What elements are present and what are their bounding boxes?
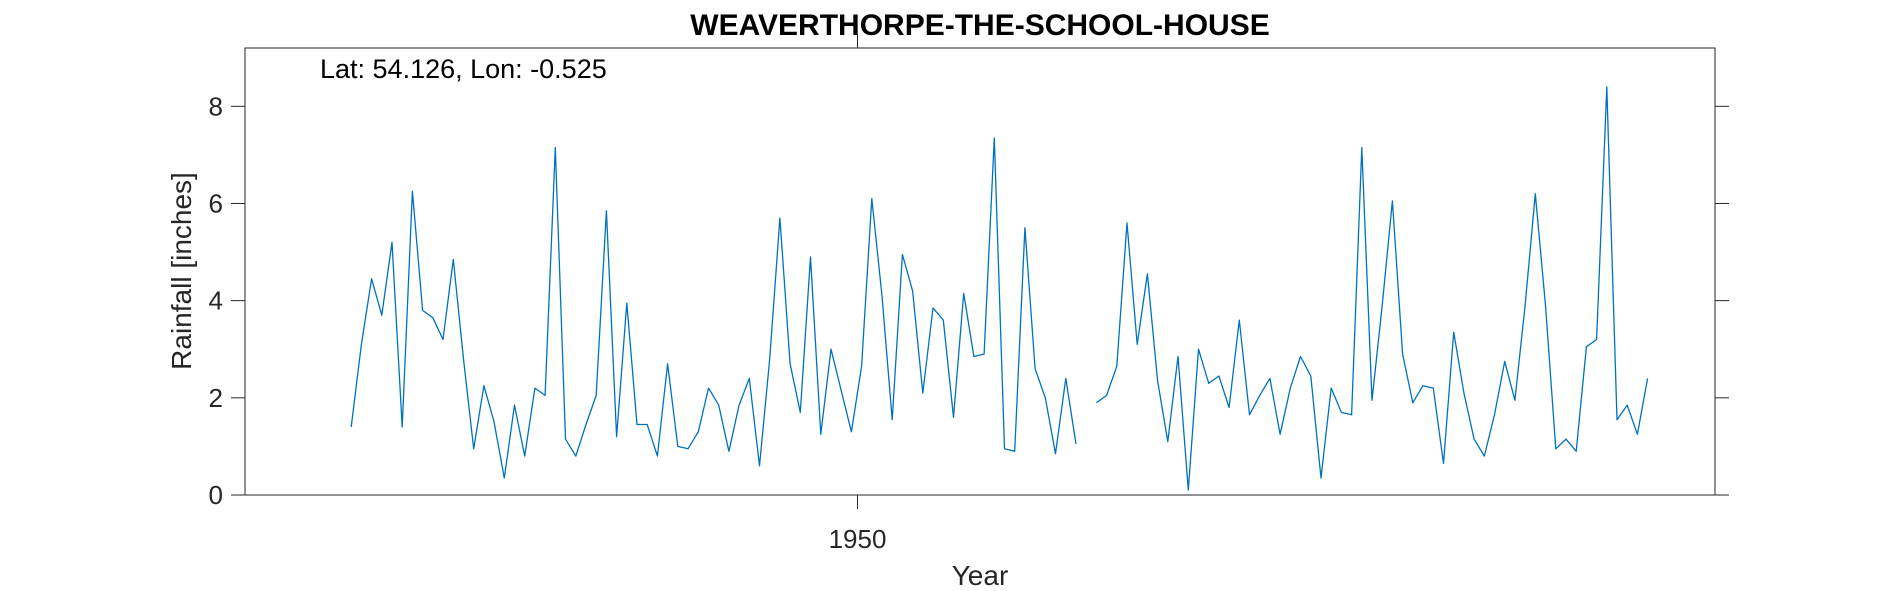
plot-area	[245, 48, 1715, 495]
y-tick-label: 8	[209, 91, 223, 121]
rainfall-line-segment	[1096, 86, 1649, 491]
x-tick-label: 1950	[829, 524, 887, 554]
y-tick-label: 2	[209, 383, 223, 413]
y-tick-label: 6	[209, 188, 223, 218]
data-line-layer	[350, 86, 1649, 491]
location-annotation: Lat: 54.126, Lon: -0.525	[320, 54, 607, 84]
y-tick-label: 4	[209, 286, 223, 316]
y-axis-label: Rainfall [inches]	[166, 172, 197, 370]
y-tick-label: 0	[209, 480, 223, 510]
rainfall-line-segment	[350, 137, 1077, 479]
x-axis-label: Year	[952, 560, 1009, 591]
ticks-layer: 0 2 4 6 8 1950	[209, 34, 1729, 554]
axes-box	[244, 47, 1716, 496]
chart-title: WEAVERTHORPE-THE-SCHOOL-HOUSE	[690, 9, 1269, 42]
